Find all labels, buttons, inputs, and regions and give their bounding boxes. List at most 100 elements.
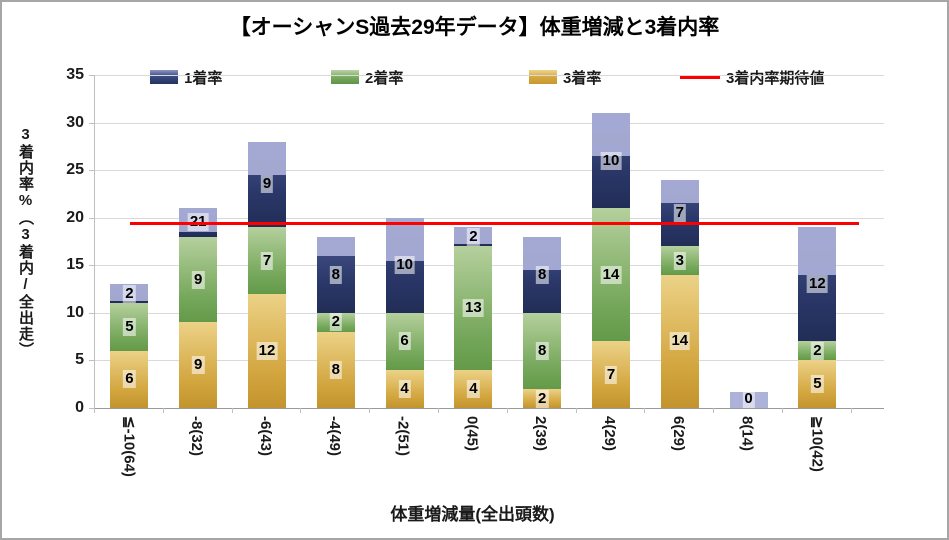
bar--6(43): 12 7 9 [248, 141, 286, 408]
bar--2(51): 4 6 10 [385, 217, 424, 408]
y-tick-label: 30 [66, 113, 84, 131]
x-tick-label: 2(39) [532, 416, 550, 452]
x-tick-mark [506, 408, 508, 413]
data-label: 3 [673, 251, 686, 270]
legend-item-first-place: 1着率 [150, 68, 223, 87]
gridline-30 [95, 122, 884, 124]
bar-0(45): 4 13 2 [454, 227, 493, 408]
data-label: 10 [600, 151, 622, 170]
data-label: 7 [260, 251, 274, 270]
x-tick-mark [575, 408, 577, 413]
legend-label-second-place: 2着率 [365, 69, 404, 87]
data-label: 2 [811, 341, 824, 360]
expected-value-line [130, 222, 859, 226]
y-axis-title: 3着内率%（3着内/全出走） [17, 126, 34, 358]
y-tick-label: 20 [66, 208, 84, 226]
first-place-swatch-icon [150, 70, 178, 84]
data-label: 0 [742, 389, 755, 408]
bar-≦-10(64): 6 5 2 [110, 284, 149, 408]
x-tick-label: 4(29) [601, 416, 618, 452]
x-tick-label: ≦-10(64) [120, 416, 138, 477]
expected-line-swatch-icon [680, 75, 720, 79]
gridline-20 [95, 217, 884, 219]
y-tick-mark [89, 217, 94, 219]
data-label: 4 [467, 379, 480, 398]
x-tick-label: 8(14) [738, 416, 756, 452]
data-label: 4 [398, 379, 411, 398]
overlay-cap [798, 227, 837, 275]
y-tick-label: 35 [66, 66, 84, 83]
y-tick-label: 25 [66, 161, 84, 179]
data-label: 5 [123, 318, 136, 337]
y-tick-label: 10 [66, 303, 84, 321]
x-axis-title: 体重増減量(全出頭数) [390, 505, 555, 524]
legend-item-expected-line: 3着内率期待値 [680, 68, 825, 87]
overlay-cap [660, 179, 699, 204]
y-tick-label: 0 [75, 399, 84, 416]
y-tick-mark [89, 360, 94, 362]
y-tick-mark [89, 312, 94, 314]
data-label: 2 [467, 227, 480, 246]
x-tick-mark [713, 408, 715, 413]
data-label: 2 [329, 313, 342, 332]
x-tick-mark [782, 408, 783, 413]
x-tick-label: 6(29) [669, 416, 687, 452]
y-tick-label: 15 [66, 256, 84, 274]
y-tick-mark [89, 122, 94, 124]
data-label: 5 [811, 375, 824, 394]
legend-label-first-place: 1着率 [184, 69, 223, 87]
second-place-swatch-icon [331, 70, 359, 84]
third-place-swatch-icon [529, 70, 557, 84]
x-tick-mark [231, 408, 233, 413]
x-tick-mark [644, 408, 646, 413]
data-label: 6 [123, 370, 136, 389]
y-tick-label: 5 [75, 351, 84, 369]
plot-area: 652992112798284610413228871410143705212 [94, 75, 884, 409]
data-label: 12 [807, 275, 828, 294]
gridline-25 [95, 170, 884, 172]
x-tick-label: -2(51) [394, 416, 412, 457]
x-tick-mark [438, 408, 439, 413]
data-label: 9 [260, 175, 274, 194]
x-tick-mark [369, 408, 371, 413]
overlay-cap [523, 236, 562, 271]
bar-8(14): 0 [729, 389, 768, 408]
bar-2(39): 2 8 8 [523, 236, 562, 408]
overlay-cap [592, 113, 630, 156]
y-tick-mark [89, 265, 94, 267]
x-tick-label: -4(49) [325, 416, 343, 457]
legend-label-third-place: 3着率 [563, 69, 602, 87]
data-label: 2 [123, 284, 136, 303]
x-tick-label: ≧10(42) [808, 416, 826, 472]
overlay-cap [316, 236, 355, 256]
data-label: 8 [329, 265, 342, 284]
data-label: 8 [536, 341, 549, 360]
y-tick-mark [89, 408, 94, 409]
data-label: 8 [329, 360, 342, 379]
x-tick-mark [162, 408, 164, 413]
data-label: 14 [669, 332, 691, 351]
x-tick-mark [94, 408, 95, 413]
data-label: 9 [192, 270, 205, 289]
x-tick-mark [300, 408, 302, 413]
x-tick-label: -6(43) [257, 416, 274, 457]
overlay-cap [248, 141, 286, 175]
bar--8(32): 9921 [179, 208, 218, 408]
legend-label-expected-line: 3着内率期待値 [726, 69, 825, 87]
bar-4(29): 7 14 10 [592, 113, 630, 408]
x-tick-label: 0(45) [463, 416, 481, 452]
data-label: 7 [604, 365, 618, 384]
bar-6(29): 14 3 7 [660, 179, 699, 408]
x-tick-label: -8(32) [188, 416, 206, 457]
data-label: 8 [536, 265, 549, 284]
data-label: 10 [394, 256, 415, 275]
data-label: 2 [536, 389, 549, 408]
chart-title: 【オーシャンS過去29年データ】体重増減と3着内率 [229, 16, 720, 39]
bar--4(49): 8 2 8 [316, 236, 355, 408]
gridline-0 [95, 408, 884, 409]
legend-item-second-place: 2着率 [331, 68, 404, 87]
bar-≧10(42): 5 2 12 [798, 227, 837, 408]
data-label: 12 [256, 341, 278, 360]
data-label: 6 [398, 332, 411, 351]
